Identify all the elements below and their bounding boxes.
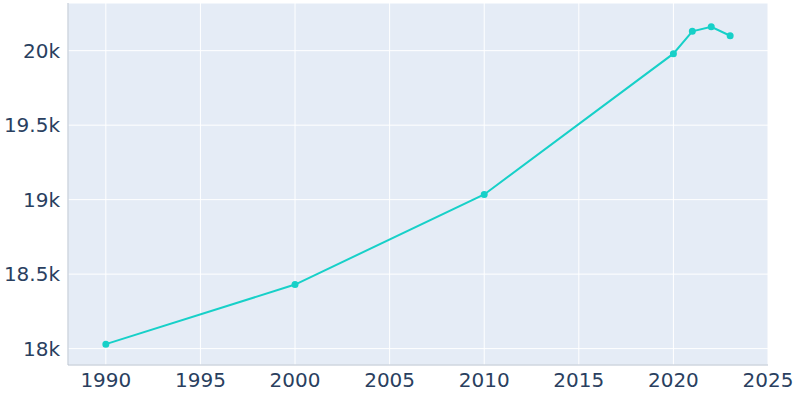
svg-text:18k: 18k bbox=[23, 337, 60, 361]
svg-text:19k: 19k bbox=[23, 188, 60, 212]
svg-text:2015: 2015 bbox=[553, 368, 604, 392]
svg-text:1995: 1995 bbox=[175, 368, 226, 392]
svg-text:1990: 1990 bbox=[80, 368, 131, 392]
svg-text:18.5k: 18.5k bbox=[8, 262, 60, 286]
svg-text:2000: 2000 bbox=[270, 368, 321, 392]
svg-text:2010: 2010 bbox=[459, 368, 510, 392]
svg-text:2005: 2005 bbox=[364, 368, 415, 392]
svg-text:2020: 2020 bbox=[648, 368, 699, 392]
svg-text:2025: 2025 bbox=[743, 368, 792, 392]
svg-text:19.5k: 19.5k bbox=[8, 113, 60, 137]
svg-text:20k: 20k bbox=[23, 39, 60, 63]
